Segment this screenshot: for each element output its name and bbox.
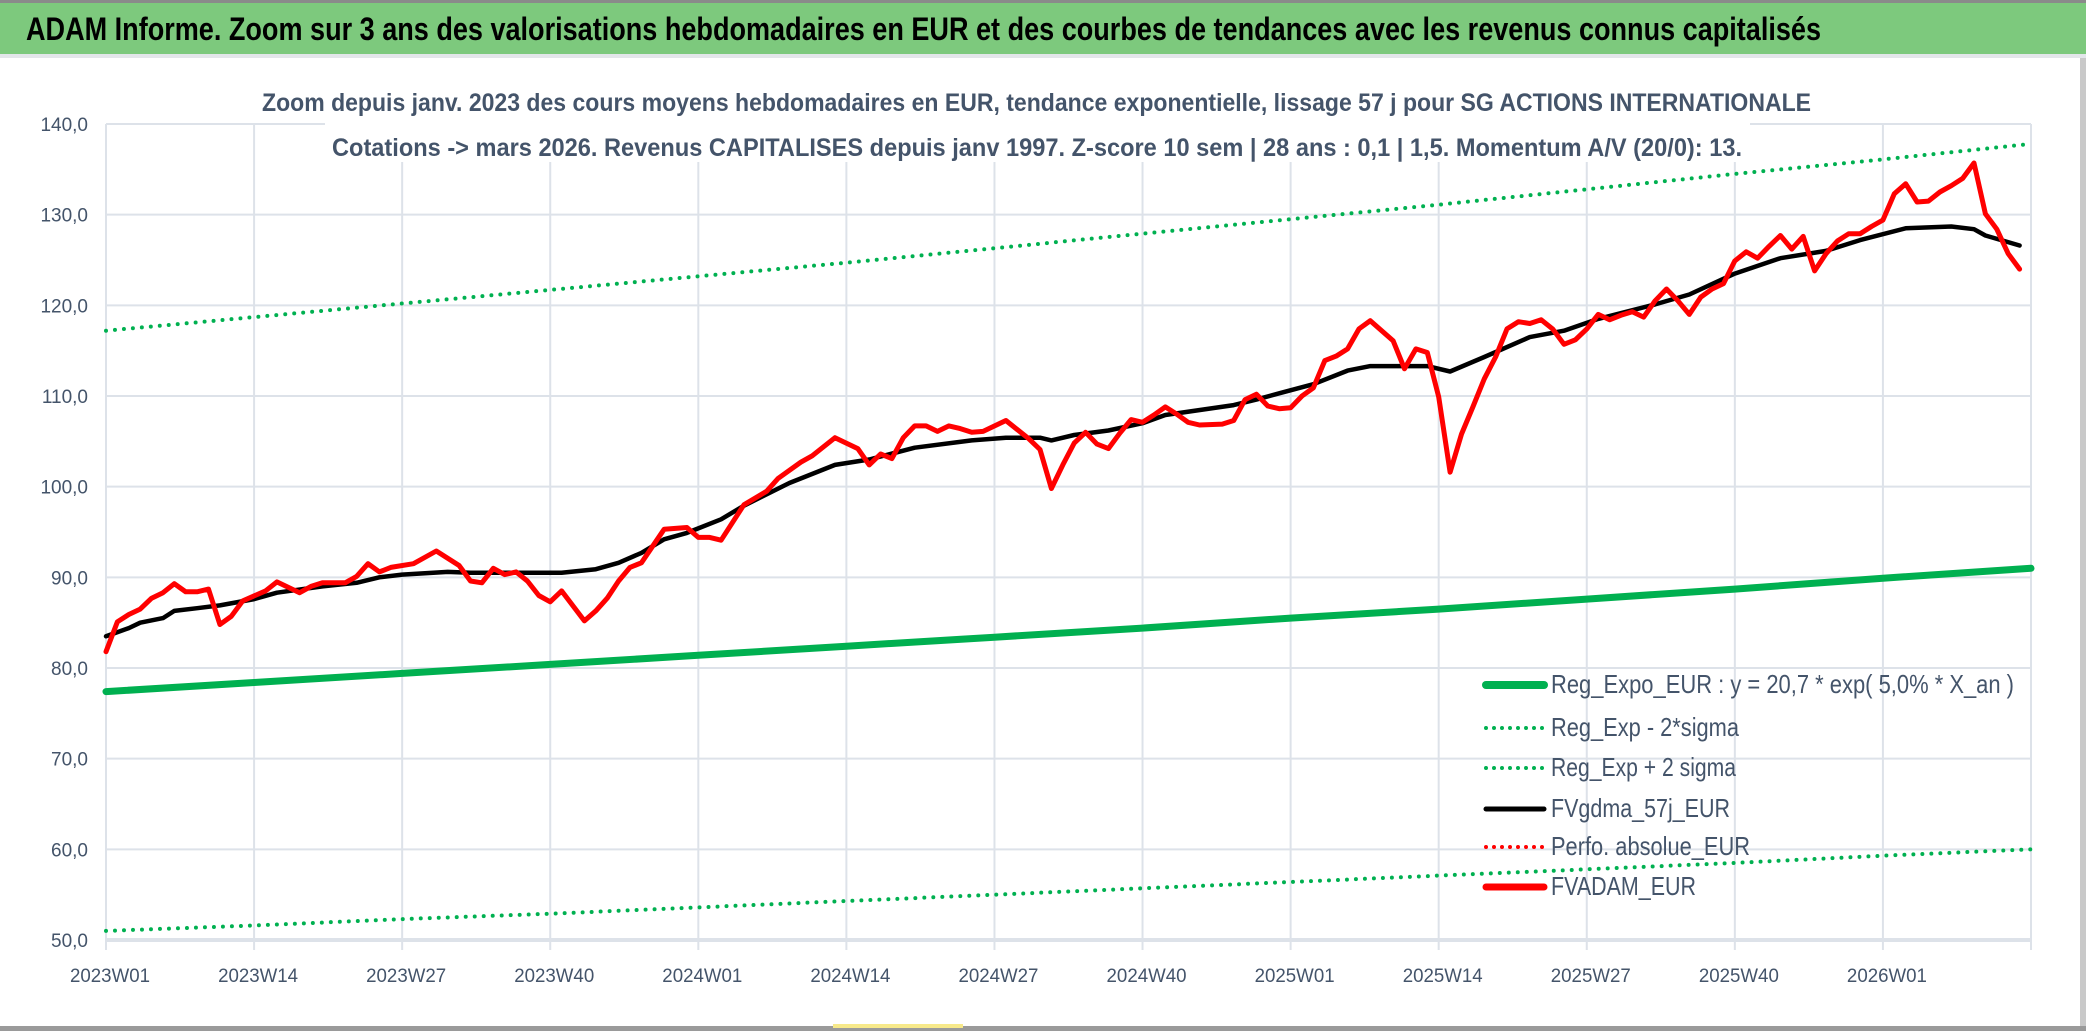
legend-entry: Perfo. absolue_EUR [1484,831,1750,861]
x-tick-label: 2023W01 [70,966,150,987]
x-tick-label: 2025W01 [1255,966,1335,987]
y-tick-label: 50,0 [51,931,88,952]
legend-label: Reg_Exp + 2 sigma [1551,752,1736,782]
series-line-reg-expo-eur-0 [102,564,2035,696]
x-tick-label: 2023W27 [366,966,446,987]
y-tick-label: 60,0 [51,840,88,861]
y-tick-label: 100,0 [40,478,88,499]
title-bar [0,3,2086,54]
series-line-reg-exp-1 [104,847,2033,933]
chart-title-line-1: Zoom depuis janv. 2023 des cours moyens … [262,89,1811,117]
y-tick-label: 90,0 [51,568,88,589]
legend-entry: Reg_Exp + 2 sigma [1484,752,1736,782]
x-tick-label: 2025W14 [1403,966,1483,987]
y-tick-label: 120,0 [40,296,88,317]
x-tick-label: 2023W40 [514,966,594,987]
y-tick-label: 130,0 [40,206,88,227]
legend-label: FVADAM_EUR [1551,871,1696,901]
legend-entry: Reg_Exp - 2*sigma [1484,712,1739,742]
x-tick-label: 2024W01 [662,966,742,987]
title-divider [0,54,2086,58]
y-tick-label: 110,0 [42,387,88,408]
legend-label: Reg_Exp - 2*sigma [1551,712,1739,742]
legend-label: Reg_Expo_EUR : y = 20,7 * exp( 5,0% * X_… [1551,669,2014,699]
y-tick-label: 80,0 [51,659,88,680]
x-tick-label: 2024W27 [958,966,1038,987]
subtitle-backdrop [325,120,1750,162]
legend-entry: FVADAM_EUR [1482,871,1696,901]
series-line-fvadam-eur-5 [103,160,2023,655]
legend-label: Perfo. absolue_EUR [1551,831,1750,861]
x-tick-label: 2023W14 [218,966,298,987]
x-tick-label: 2025W40 [1699,966,1779,987]
series-line-fvgdma-57j-eur-3 [103,224,2022,639]
legend-label: FVgdma_57j_EUR [1551,793,1730,823]
horizontal-scrollbar[interactable] [0,1026,2086,1031]
plot-series [102,141,2035,933]
legend-entry: FVgdma_57j_EUR [1483,793,1730,823]
x-tick-label: 2024W40 [1107,966,1187,987]
legend: Reg_Expo_EUR : y = 20,7 * exp( 5,0% * X_… [1482,669,2014,901]
top-border [0,0,2086,3]
scrollbar-thumb[interactable] [833,1024,963,1028]
y-tick-label: 140,0 [40,115,88,136]
x-tick-label: 2026W01 [1847,966,1927,987]
report-title: ADAM Informe. Zoom sur 3 ans des valoris… [26,11,1821,47]
chart-title-line-2: Cotations -> mars 2026. Revenus CAPITALI… [332,134,1742,162]
vertical-scrollbar[interactable] [2080,58,2086,1028]
plot-grid: 140,0 130,0 120,0 110,0 100,0 90,0 80,0 70,0 60,… [40,115,2032,987]
x-tick-label: 2025W27 [1551,966,1631,987]
legend-entry: Reg_Expo_EUR : y = 20,7 * exp( 5,0% * X_… [1482,669,2014,699]
series-line-reg-exp-2 [104,141,2033,333]
y-tick-label: 70,0 [51,750,88,771]
x-tick-label: 2024W14 [810,966,890,987]
